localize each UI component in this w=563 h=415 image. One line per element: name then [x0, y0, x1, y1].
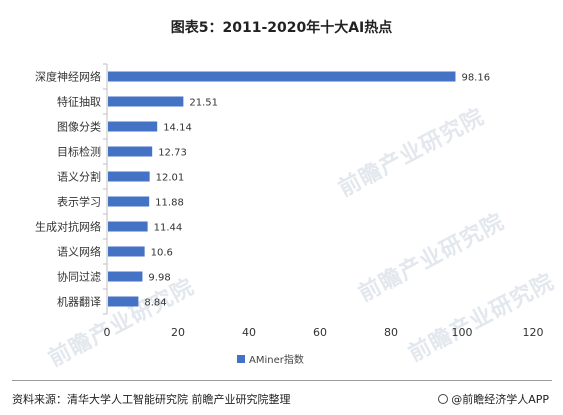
- category-label: 生成对抗网络: [35, 220, 101, 234]
- source-note: 资料来源：清华大学人工智能研究院 前瞻产业研究院整理: [12, 393, 291, 406]
- bar: [108, 271, 143, 282]
- data-label: 11.88: [155, 198, 184, 209]
- category-label: 语义网络: [57, 245, 101, 259]
- bar: [108, 71, 456, 82]
- x-tick-label: 100: [452, 326, 473, 339]
- data-label: 9.98: [148, 273, 170, 284]
- x-tick-label: 80: [384, 326, 398, 339]
- x-tick-label: 60: [313, 326, 327, 339]
- legend-swatch: [237, 354, 245, 363]
- category-label: 表示学习: [57, 195, 101, 209]
- chart-title: 图表5：2011-2020年十大AI热点: [170, 20, 393, 36]
- data-label: 12.73: [158, 148, 187, 159]
- x-tick-label: 120: [523, 326, 544, 339]
- bar: [108, 246, 145, 257]
- bar-chart: 深度神经网络 98.16 特征抽取 21.51 图像分类 14.14 目标检测 12.73 语义…: [35, 63, 544, 339]
- bar: [108, 171, 150, 182]
- data-label: 10.6: [151, 248, 173, 259]
- category-label: 语义分割: [57, 170, 101, 184]
- data-label: 98.16: [461, 73, 490, 84]
- brand-credit: @前瞻经济学人APP: [438, 391, 549, 407]
- category-label: 机器翻译: [57, 295, 101, 309]
- data-label: 14.14: [163, 123, 192, 134]
- data-label: 21.51: [189, 98, 218, 109]
- bar: [108, 146, 153, 157]
- data-label: 11.44: [154, 223, 183, 234]
- x-tick-label: 20: [171, 326, 185, 339]
- category-label: 协同过滤: [57, 270, 101, 284]
- x-tick-label: 0: [104, 326, 111, 339]
- bar: [108, 121, 158, 132]
- bar: [108, 296, 139, 307]
- x-tick-label: 40: [242, 326, 256, 339]
- bar: [108, 196, 150, 207]
- bar: [108, 96, 184, 107]
- bar: [108, 221, 148, 232]
- category-label: 图像分类: [57, 120, 101, 134]
- legend-label: AMiner指数: [249, 355, 304, 366]
- data-label: 12.01: [156, 173, 185, 184]
- chart-legend: AMiner指数: [237, 351, 304, 366]
- category-label: 目标检测: [57, 145, 101, 159]
- footer-divider: [12, 380, 552, 381]
- category-label: 特征抽取: [57, 95, 101, 109]
- data-label: 8.84: [144, 298, 166, 309]
- brand-logo-icon: [438, 394, 449, 404]
- category-label: 深度神经网络: [35, 70, 101, 84]
- brand-label: @前瞻经济学人APP: [451, 393, 549, 406]
